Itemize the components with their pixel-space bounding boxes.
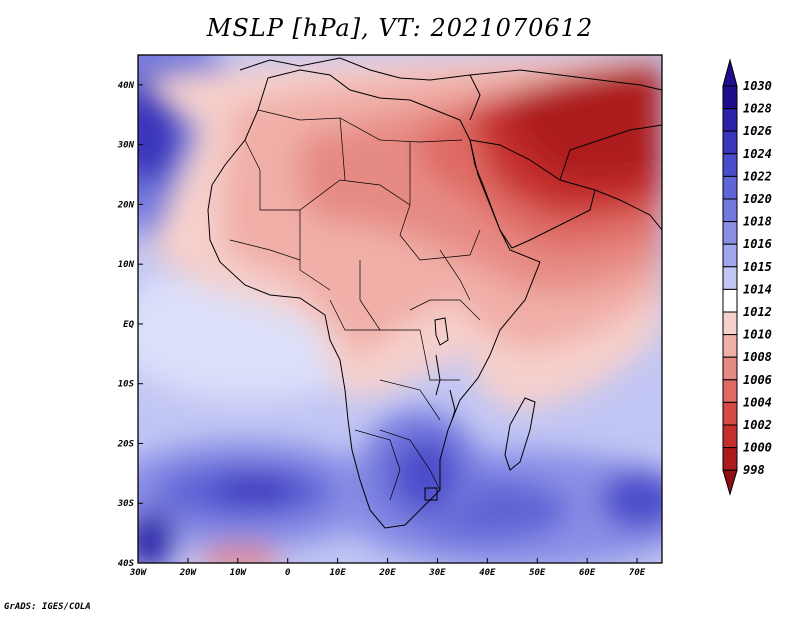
colorbar-label: 1006 — [743, 373, 772, 387]
x-tick-label: 20E — [378, 568, 396, 578]
colorbar-max-arrow — [722, 58, 738, 87]
x-tick-label: 60E — [579, 568, 596, 578]
y-tick-label: 30N — [117, 141, 135, 151]
x-tick-label: 20W — [179, 568, 198, 578]
x-tick-label: 10W — [230, 568, 248, 578]
y-tick-label: 20S — [117, 439, 135, 449]
colorbar-swatch — [722, 85, 738, 110]
colorbar-swatch — [722, 356, 738, 381]
y-tick-label: 20N — [117, 200, 135, 210]
colorbar-swatch — [722, 401, 738, 426]
x-tick-label: 30E — [428, 568, 446, 578]
grads-credit: GrADS: IGES/COLA — [4, 602, 91, 612]
colorbar-label: 998 — [743, 463, 765, 477]
y-axis-ticks: 40N 30N 20N 10N EQ 10S 20S 30S 40S — [117, 81, 143, 569]
colorbar-label: 1028 — [743, 102, 772, 116]
colorbar-label: 1030 — [743, 79, 772, 93]
colorbar-label: 1024 — [743, 147, 772, 161]
colorbar-label: 1022 — [743, 169, 772, 183]
colorbar-swatch — [722, 130, 738, 155]
colorbar-swatch — [722, 288, 738, 313]
colorbar-swatch — [722, 198, 738, 223]
colorbar-label: 1016 — [743, 237, 772, 251]
colorbar-label: 1000 — [743, 441, 772, 455]
x-tick-label: 30W — [129, 568, 148, 578]
colorbar-swatch — [722, 424, 738, 449]
colorbar-swatch — [722, 334, 738, 358]
colorbar-swatch — [722, 243, 738, 268]
x-tick-label: 40E — [479, 568, 496, 578]
y-tick-label: 10S — [118, 380, 135, 390]
colorbar-swatch — [722, 108, 738, 132]
colorbar-label: 1010 — [743, 328, 772, 342]
colorbar-swatch — [722, 447, 738, 471]
arabia-coast — [469, 139, 596, 249]
colorbar-min-arrow — [722, 469, 738, 496]
y-tick-label: 10N — [118, 260, 135, 270]
x-tick-label: 10E — [329, 568, 346, 578]
x-tick-label: 50E — [529, 568, 546, 578]
colorbar-swatch — [722, 311, 738, 336]
colorbar-label: 1004 — [743, 395, 772, 409]
colorbar-label: 1014 — [743, 282, 772, 296]
x-tick-label: 70E — [629, 568, 646, 578]
colorbar-swatch — [722, 379, 738, 403]
colorbar-swatch — [722, 175, 738, 200]
madagascar — [504, 397, 536, 471]
y-tick-label: EQ — [123, 320, 134, 330]
colorbar-swatch — [722, 153, 738, 177]
y-tick-label: 40S — [118, 559, 135, 569]
coastlines — [207, 57, 662, 529]
colorbar-label: 1026 — [743, 124, 772, 138]
colorbar-label: 1018 — [743, 215, 772, 229]
plot-frame: 30W 20W 10W 0 10E 20E 30E 40E 50E 60E 70E 40N 30N 20… — [117, 54, 663, 578]
map-title: MSLP [hPa], VT: 2021070612 — [206, 14, 594, 42]
x-tick-label: 0 — [285, 568, 291, 578]
x-axis-ticks: 30W 20W 10W 0 10E 20E 30E 40E 50E 60E 70E — [129, 558, 646, 578]
colorbar-label: 1015 — [743, 260, 772, 274]
pressure-field — [138, 55, 662, 563]
colorbar-legend: 1030 1028 1026 1024 1022 1020 1018 1016 1015 1014… — [722, 58, 772, 496]
colorbar-label: 1008 — [743, 350, 772, 364]
colorbar-label: 1012 — [743, 305, 772, 319]
colorbar-swatch — [722, 221, 738, 245]
y-tick-label: 40N — [118, 81, 135, 91]
y-tick-label: 30S — [117, 499, 135, 509]
colorbar-label: 1002 — [743, 418, 772, 432]
colorbar-swatch — [722, 266, 738, 290]
colorbar-label: 1020 — [743, 192, 772, 206]
